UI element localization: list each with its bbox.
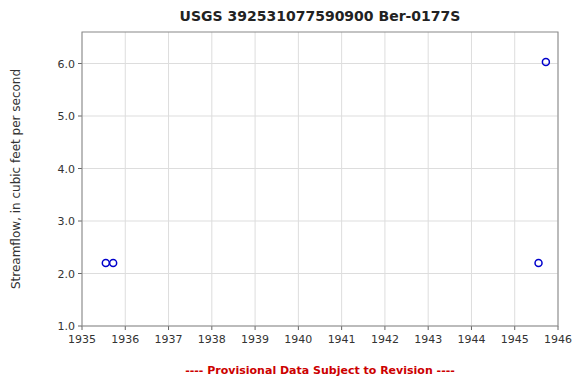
x-tick-label: 1935 xyxy=(68,333,96,346)
point xyxy=(110,260,117,267)
x-tick xyxy=(341,326,342,330)
x-tick xyxy=(471,326,472,330)
x-tick-label: 1936 xyxy=(111,333,139,346)
x-grid-line xyxy=(514,32,515,326)
points xyxy=(102,58,549,266)
y-tick-label: 1.0 xyxy=(58,320,76,333)
x-grid-line xyxy=(341,32,342,326)
x-grid-line xyxy=(428,32,429,326)
x-tick-label: 1945 xyxy=(501,333,529,346)
x-tick-label: 1942 xyxy=(371,333,399,346)
chart: 1935 1936 1937 1938 1939 1940 1941 1942 1943 1944… xyxy=(0,0,576,384)
x-grid-line xyxy=(298,32,299,326)
x-tick xyxy=(125,326,126,330)
x-tick-label: 1943 xyxy=(414,333,442,346)
x-tick xyxy=(514,326,515,330)
x-tick-label: 1937 xyxy=(155,333,183,346)
y-tick-label: 6.0 xyxy=(58,58,76,71)
footer-note: ---- Provisional Data Subject to Revisio… xyxy=(185,364,455,377)
y-tick xyxy=(78,326,82,327)
x-grid-line xyxy=(211,32,212,326)
y-tick-label: 2.0 xyxy=(58,268,76,281)
x-tick xyxy=(82,326,83,330)
y-grid-line xyxy=(82,273,558,274)
y-tick xyxy=(78,63,82,64)
axes: 1935 1936 1937 1938 1939 1940 1941 1942 1943 1944… xyxy=(58,32,573,346)
y-tick xyxy=(78,168,82,169)
x-grid-line xyxy=(125,32,126,326)
x-tick-label: 1944 xyxy=(457,333,485,346)
y-grid-line xyxy=(82,168,558,169)
point xyxy=(535,260,542,267)
x-grid-line xyxy=(255,32,256,326)
x-tick xyxy=(558,326,559,330)
y-tick-label: 4.0 xyxy=(58,163,76,176)
x-tick xyxy=(168,326,169,330)
x-tick-label: 1938 xyxy=(198,333,226,346)
x-grid-line xyxy=(384,32,385,326)
y-grid-line xyxy=(82,63,558,64)
x-tick-label: 1940 xyxy=(284,333,312,346)
x-tick-label: 1941 xyxy=(328,333,356,346)
x-tick-label: 1939 xyxy=(241,333,269,346)
y-tick xyxy=(78,273,82,274)
x-tick xyxy=(298,326,299,330)
point xyxy=(542,58,549,65)
y-tick xyxy=(78,221,82,222)
x-tick xyxy=(211,326,212,330)
title: USGS 392531077590900 Ber-0177S xyxy=(180,8,461,24)
x-tick xyxy=(384,326,385,330)
point xyxy=(102,260,109,267)
y-tick-label: 5.0 xyxy=(58,110,76,123)
x-tick-label: 1946 xyxy=(544,333,572,346)
plot-frame xyxy=(82,32,558,326)
x-grid-line xyxy=(471,32,472,326)
y-tick xyxy=(78,116,82,117)
y-tick-label: 3.0 xyxy=(58,215,76,228)
y-grid-line xyxy=(82,116,558,117)
grid xyxy=(82,32,558,326)
x-tick xyxy=(255,326,256,330)
y-axis-label: Streamflow, in cubic feet per second xyxy=(9,69,23,289)
x-tick xyxy=(428,326,429,330)
y-grid-line xyxy=(82,221,558,222)
x-grid-line xyxy=(168,32,169,326)
